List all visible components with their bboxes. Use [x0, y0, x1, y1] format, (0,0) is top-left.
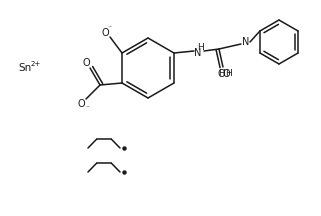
Text: O: O: [101, 28, 109, 38]
Text: H: H: [219, 68, 225, 78]
Text: 2+: 2+: [31, 61, 41, 67]
Text: O: O: [77, 99, 85, 109]
Text: H: H: [226, 68, 232, 78]
Text: Sn: Sn: [18, 63, 31, 73]
Text: O: O: [222, 69, 230, 79]
Text: N: N: [242, 37, 250, 47]
Text: ⁻: ⁻: [85, 103, 89, 113]
Text: H: H: [198, 43, 204, 52]
Text: O: O: [82, 58, 90, 68]
Text: N: N: [194, 48, 202, 58]
Text: O: O: [217, 69, 225, 79]
Text: ⁻: ⁻: [107, 24, 111, 32]
